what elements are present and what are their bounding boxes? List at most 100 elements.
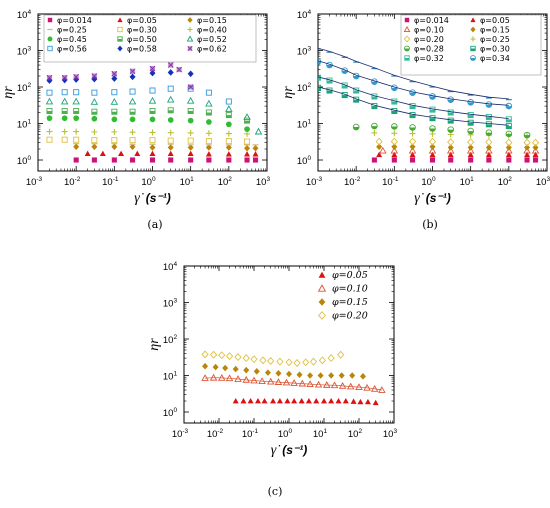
legend-label: φ=0.014 [57,16,92,25]
x-tick-exponent: 3 [546,176,550,183]
fit-line [318,76,509,119]
series-1 [371,157,539,163]
data-point [505,123,512,130]
data-point [73,108,80,115]
data-point [447,117,454,124]
x-tick-exponent: 3 [393,428,397,435]
legend-marker [317,284,327,292]
data-point [73,143,80,151]
data-point [91,137,98,144]
data-point [376,143,383,151]
data-point [205,144,212,151]
data-point [335,398,342,404]
data-point [46,89,53,96]
data-point [467,112,474,119]
data-point [149,69,156,77]
series-2 [84,150,259,157]
data-point [429,143,436,151]
legend-item: φ=0.014 [47,16,92,25]
data-point [532,157,539,163]
data-point [485,144,492,151]
fit-line [318,60,509,106]
y-tick-exponent: 2 [307,82,311,89]
data-point [73,157,79,163]
x-tick-exponent: 3 [266,176,270,183]
panel-caption: (b) [422,218,438,231]
data-point [467,119,474,126]
data-point [46,108,53,115]
x-tick-exponent: 2 [228,176,232,183]
legend-marker [187,26,193,33]
data-point [225,352,234,361]
x-tick-exponent: 1 [470,176,474,183]
legend: φ=0.014 φ=0.05φ=0.10 φ=0.15φ=0.20 φ=0.25φ=0… [400,14,542,76]
data-point [111,157,117,163]
data-point [253,368,260,375]
x-axis-label: γ̇ (s⁻¹) [414,191,451,206]
y-tick-exponent: 2 [173,334,177,341]
x-tick-exponent: -3 [182,428,188,435]
legend-item: φ=0.58 [117,45,157,54]
data-point [408,137,417,146]
x-tick-label: 10-1 [382,176,399,188]
data-point [187,108,194,115]
data-point [313,398,320,404]
y-tick-exponent: 2 [27,82,31,89]
data-point [350,398,357,404]
panel-b: 10-3 10-2 10-1 100 101 102 103100101102103104γ… [281,9,550,231]
data-point [167,117,174,123]
x-tick-exponent: 0 [288,428,292,435]
data-point [467,144,474,151]
x-axis-label-units: (s⁻¹) [146,191,171,205]
data-point [448,157,454,163]
data-point [428,137,437,146]
data-point [73,115,80,122]
legend-label: φ=0.20 [332,311,368,322]
data-point [226,157,232,163]
legend-marker [317,311,327,320]
data-point [318,356,327,365]
series-4 [73,143,259,146]
x-tick-label: 100 [421,176,436,188]
data-point [409,143,416,151]
data-point [298,398,305,404]
x-tick-label: 10-2 [207,428,224,440]
data-point [118,150,125,156]
data-point [91,128,98,135]
y-tick-label: 101 [163,371,178,383]
x-tick-exponent: 2 [508,176,512,183]
legend-label: φ=0.56 [57,45,87,54]
data-point [531,138,540,147]
data-point [429,130,436,137]
data-point [111,143,118,151]
data-point [232,365,239,373]
data-point [111,89,118,96]
data-point [90,98,99,105]
data-point [359,373,366,380]
data-point [73,136,80,143]
legend-marker [403,35,411,43]
data-point [244,138,251,145]
x-tick-label: 102 [348,428,363,440]
y-tick-label: 100 [297,155,312,167]
data-point [205,109,212,116]
legend-item: φ=0.10 [403,26,444,35]
legend-label: φ=0.05 [332,270,368,281]
x-tick-label: 10-3 [172,428,189,440]
data-point [186,96,195,104]
data-point [390,146,399,154]
y-tick-exponent: 0 [173,407,177,414]
x-tick-label: 101 [460,176,475,188]
data-point [429,106,436,113]
x-tick-exponent: -2 [355,176,361,183]
x-tick-label: 103 [383,428,398,440]
data-point [276,357,284,366]
data-point [225,121,232,128]
data-point [446,146,455,154]
legend-marker [47,45,53,52]
data-point [371,122,378,130]
data-point [222,364,229,372]
y-tick-label: 102 [297,82,312,94]
data-point [149,137,156,144]
